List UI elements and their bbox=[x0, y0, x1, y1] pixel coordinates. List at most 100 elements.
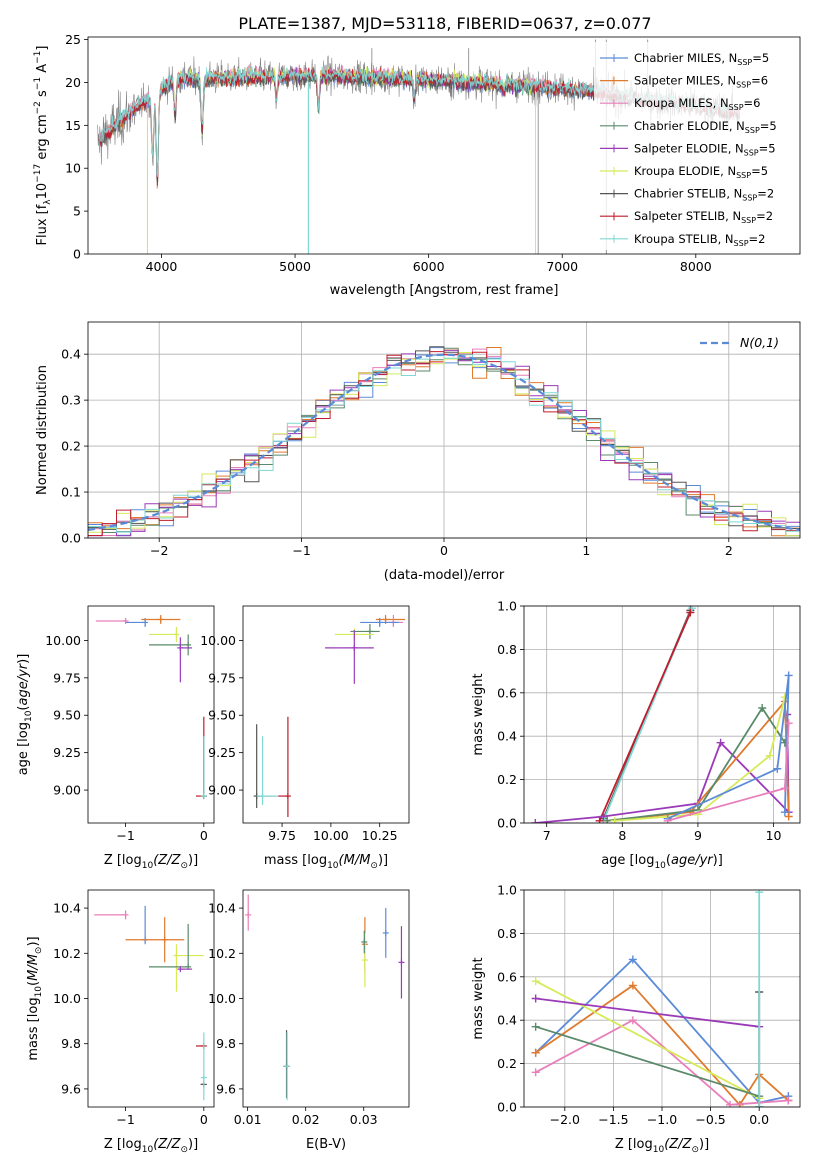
series-line-chabrier_elodie bbox=[535, 1025, 760, 1098]
axes-frame bbox=[87, 36, 801, 255]
series-marker-salpeter_miles bbox=[784, 812, 793, 821]
x-tick-label: 0.02 bbox=[292, 1112, 320, 1127]
y-tick-label: 0.3 bbox=[61, 393, 81, 408]
y-tick-label: 10.00 bbox=[200, 633, 236, 648]
axes-frame bbox=[87, 889, 215, 1108]
series-marker-salpeter_elodie bbox=[599, 812, 608, 821]
y-tick-label: 0.4 bbox=[497, 729, 517, 744]
legend-label-salpeter_elodie: Salpeter ELODIE, NSSP=5 bbox=[634, 141, 776, 157]
y-tick-label: 9.6 bbox=[216, 1081, 236, 1096]
axes-mass_vs_z: −1 0 9.6 9.8 10.0 10.2 10.4 Z [log10(Z/Z⊙)] mass… bbox=[26, 889, 215, 1155]
y-tick-label: 0.4 bbox=[61, 347, 81, 362]
x-tick-label: 8 bbox=[618, 828, 626, 843]
x-tick-label: −1 bbox=[116, 1112, 134, 1127]
y-tick-label: 0.2 bbox=[497, 1056, 517, 1071]
y-tick-label: 9.6 bbox=[61, 1081, 81, 1096]
y-tick-label: 0 bbox=[73, 247, 81, 262]
y-tick-label: 9.8 bbox=[61, 1036, 81, 1051]
plot-area-age_vs_z bbox=[95, 614, 207, 800]
axes-frame bbox=[87, 321, 801, 539]
series-line-salpeter_elodie bbox=[535, 714, 790, 823]
y-tick-label: 9.25 bbox=[53, 745, 81, 760]
y-tick-label: 0.4 bbox=[497, 1013, 517, 1028]
histogram-kroupa_stelib bbox=[88, 354, 800, 533]
y-tick-label: 9.25 bbox=[208, 745, 236, 760]
legend-label-kroupa_elodie: Kroupa ELODIE, NSSP=5 bbox=[634, 164, 768, 180]
legend-label-kroupa_miles: Kroupa MILES, NSSP=6 bbox=[634, 96, 760, 112]
y-tick-label: 0.2 bbox=[61, 439, 81, 454]
x-tick-label: 10 bbox=[766, 828, 782, 843]
x-tick-label: 7 bbox=[543, 828, 551, 843]
x-tick-label: −1 bbox=[292, 543, 310, 558]
axes-frame bbox=[242, 605, 410, 824]
legend-label-salpeter_miles: Salpeter MILES, NSSP=6 bbox=[634, 74, 768, 90]
y-tick-label: 10.4 bbox=[208, 901, 236, 916]
y-tick-label: 10.0 bbox=[53, 991, 81, 1006]
plot-area-mass_weight_vs_age bbox=[531, 606, 793, 823]
legend-label-chabrier_miles: Chabrier MILES, NSSP=5 bbox=[634, 51, 769, 67]
y-tick-label: 9.50 bbox=[53, 708, 81, 723]
series-marker-kroupa_elodie bbox=[765, 751, 774, 760]
x-tick-label: −2.0 bbox=[550, 1112, 580, 1127]
axes-age_vs_z: −1 0 9.00 9.25 9.50 9.75 10.00 Z [log10(Z/Z⊙)] a… bbox=[16, 605, 215, 871]
x-tick-label: −1.5 bbox=[598, 1112, 628, 1127]
series-marker-chabrier_miles bbox=[784, 671, 793, 680]
legend-label-kroupa_stelib: Kroupa STELIB, NSSP=2 bbox=[634, 232, 765, 248]
spectrum-model-salpeter_elodie bbox=[161, 66, 536, 134]
series-marker-kroupa_miles bbox=[784, 719, 793, 728]
series-marker-kroupa_stelib bbox=[755, 1103, 764, 1107]
x-tick-label: 7000 bbox=[546, 259, 578, 274]
axes-frame bbox=[523, 889, 801, 1108]
series-marker-chabrier_elodie bbox=[758, 703, 767, 712]
series-marker-salpeter_miles bbox=[531, 1048, 540, 1057]
series-marker-salpeter_miles bbox=[628, 981, 637, 990]
axes-spectrum: 4000 5000 6000 7000 8000 0 5 10 15 20 25 wavelength… bbox=[33, 32, 801, 298]
plot-area-mass_vs_z bbox=[94, 905, 207, 1101]
y-tick-label: 10 bbox=[65, 161, 81, 176]
series-marker-kroupa_miles bbox=[784, 1096, 793, 1105]
x-tick-label: 0.03 bbox=[350, 1112, 378, 1127]
series-marker-chabrier_miles bbox=[628, 955, 637, 964]
y-axis-label: mass [log10(M/M⊙)] bbox=[26, 936, 44, 1060]
histogram-salpeter_stelib bbox=[88, 351, 800, 536]
y-tick-label: 0.8 bbox=[497, 926, 517, 941]
y-axis-label: mass weight bbox=[471, 673, 486, 755]
x-tick-label: 0.0 bbox=[749, 1112, 769, 1127]
series-marker-kroupa_stelib bbox=[687, 606, 696, 613]
series-marker-chabrier_miles bbox=[773, 764, 782, 773]
series-line-kroupa_elodie bbox=[614, 696, 786, 822]
y-tick-label: 9.75 bbox=[53, 670, 81, 685]
axes-frame bbox=[523, 605, 801, 824]
x-tick-label: −1 bbox=[116, 828, 134, 843]
series-marker-kroupa_miles bbox=[531, 1068, 540, 1077]
y-tick-label: 0.0 bbox=[61, 531, 81, 546]
x-tick-label: 0.01 bbox=[234, 1112, 262, 1127]
plot-area-residuals bbox=[88, 346, 800, 537]
plot-area-mass_vs_ebv bbox=[245, 894, 405, 1101]
legend-label-salpeter_stelib: Salpeter STELIB, NSSP=2 bbox=[634, 209, 773, 225]
axes-frame bbox=[242, 889, 410, 1108]
x-axis-label: Z [log10(Z/Z⊙)] bbox=[615, 1137, 709, 1155]
x-tick-label: 1 bbox=[582, 543, 590, 558]
y-tick-label: 25 bbox=[65, 32, 81, 47]
series-marker-salpeter_elodie bbox=[716, 738, 725, 747]
series-marker-salpeter_stelib bbox=[595, 816, 604, 823]
y-tick-label: 10.00 bbox=[45, 633, 81, 648]
y-tick-label: 10.2 bbox=[208, 946, 236, 961]
y-tick-label: 9.00 bbox=[208, 783, 236, 798]
y-tick-label: 20 bbox=[65, 75, 81, 90]
y-tick-label: 0.0 bbox=[497, 816, 517, 831]
legend-label-chabrier_stelib: Chabrier STELIB, NSSP=2 bbox=[634, 187, 774, 203]
series-marker-salpeter_elodie bbox=[531, 994, 540, 1003]
y-tick-label: 9.00 bbox=[53, 783, 81, 798]
y-tick-label: 0.6 bbox=[497, 685, 517, 700]
x-axis-label: age [log10(age/yr)] bbox=[601, 853, 723, 871]
axes-mass_weight_vs_z: −2.0 −1.5 −1.0 −0.5 0.0 0.0 0.2 0.4 0.6 0.8 1.0 mas… bbox=[471, 883, 801, 1155]
x-tick-label: 10.25 bbox=[362, 828, 398, 843]
series-marker-kroupa_elodie bbox=[610, 816, 619, 823]
axes-residuals: −2 −1 0 1 2 0.0 0.1 0.2 0.3 0.4 (data-model)/error… bbox=[35, 321, 801, 583]
x-tick-label: 9 bbox=[694, 828, 702, 843]
y-tick-label: 0.6 bbox=[497, 969, 517, 984]
plot-area-age_vs_mass bbox=[253, 614, 406, 818]
